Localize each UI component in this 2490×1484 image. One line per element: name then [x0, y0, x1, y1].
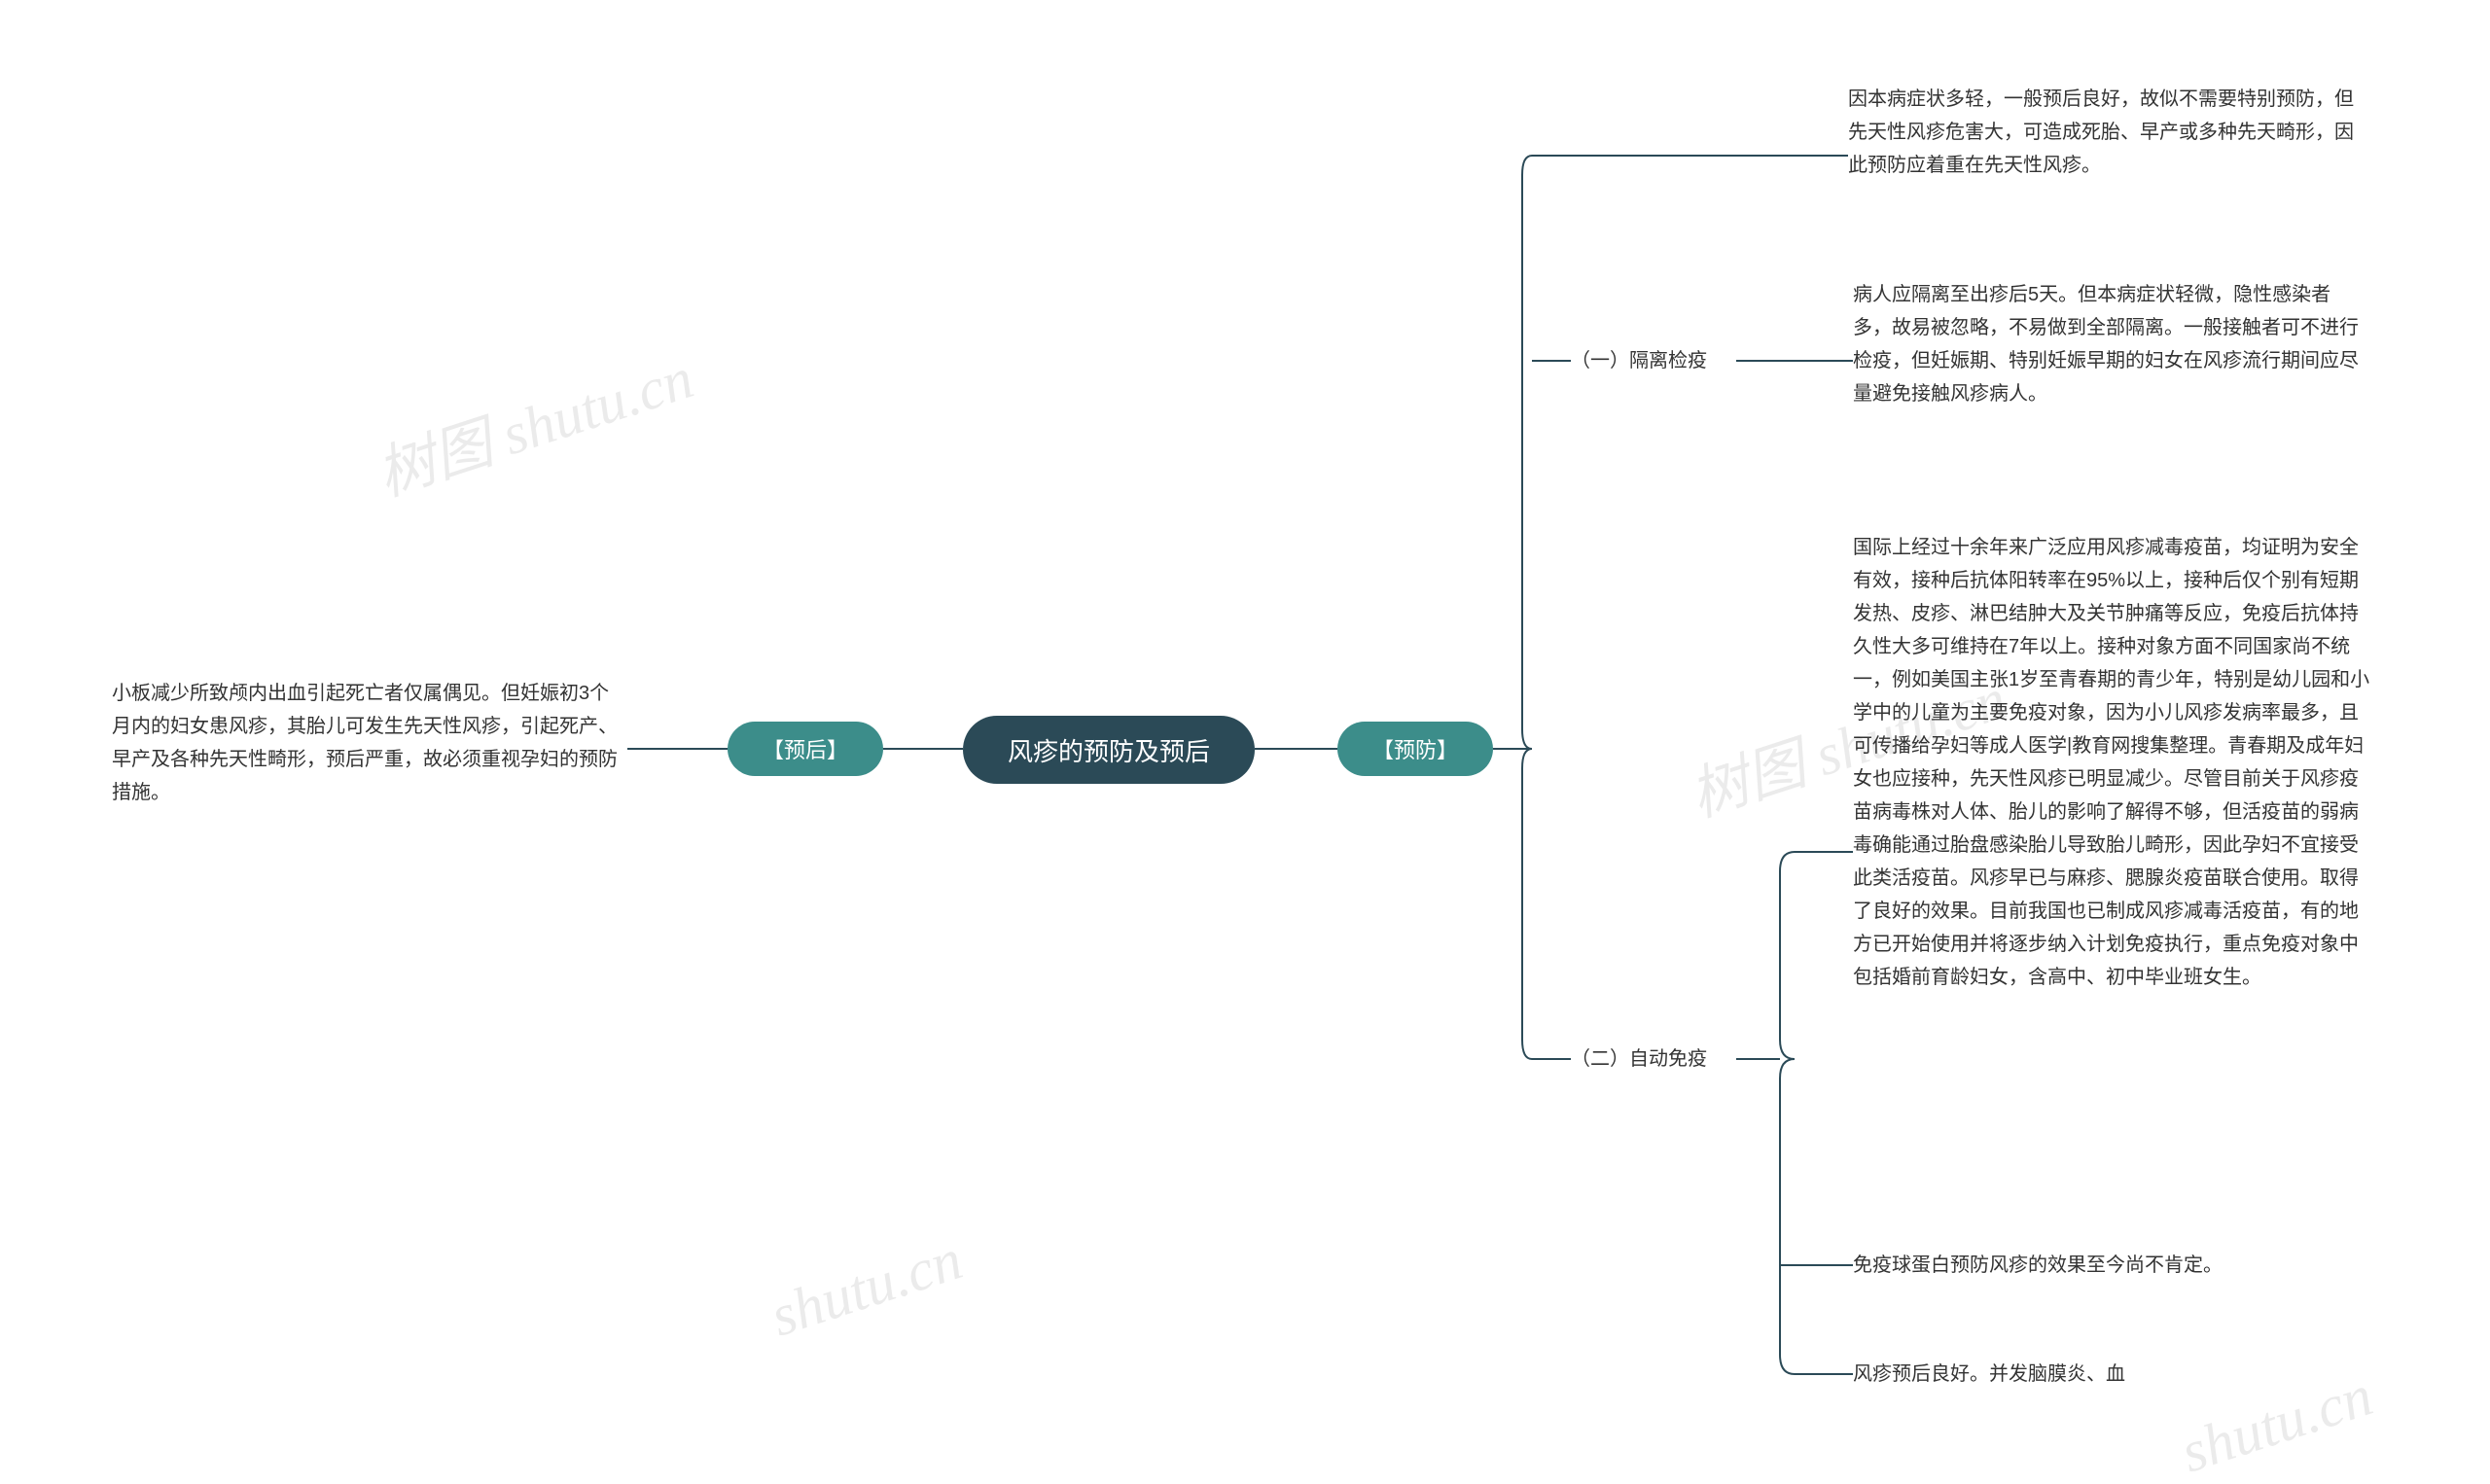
prognosis-leaf: 小板减少所致颅内出血引起死亡者仅属偶见。但妊娠初3个月内的妇女患风疹，其胎儿可发… — [112, 677, 627, 809]
immunization-leaf-3: 风疹预后良好。并发脑膜炎、血 — [1853, 1358, 2368, 1391]
leaf-text: 小板减少所致颅内出血引起死亡者仅属偶见。但妊娠初3个月内的妇女患风疹，其胎儿可发… — [112, 677, 627, 809]
category-label: 【预防】 — [1372, 733, 1458, 764]
isolation-leaf: 病人应隔离至出疹后5天。但本病症状轻微，隐性感染者多，故易被忽略，不易做到全部隔… — [1853, 278, 2368, 410]
category-prevention[interactable]: 【预防】 — [1337, 722, 1493, 776]
leaf-text: 因本病症状多轻，一般预后良好，故似不需要特别预防，但先天性风疹危害大，可造成死胎… — [1848, 83, 2364, 182]
watermark-text: shutu.cn — [764, 1226, 970, 1348]
watermark: 树图 shutu.cn — [365, 331, 702, 512]
leaf-text: 风疹预后良好。并发脑膜炎、血 — [1853, 1358, 2125, 1391]
sub-isolation[interactable]: （一）隔离检疫 — [1571, 344, 1736, 372]
category-label: 【预后】 — [763, 733, 848, 764]
prevention-intro-leaf: 因本病症状多轻，一般预后良好，故似不需要特别预防，但先天性风疹危害大，可造成死胎… — [1848, 83, 2364, 182]
root-node[interactable]: 风疹的预防及预后 — [963, 716, 1255, 784]
category-prognosis[interactable]: 【预后】 — [728, 722, 883, 776]
leaf-text: 病人应隔离至出疹后5天。但本病症状轻微，隐性感染者多，故易被忽略，不易做到全部隔… — [1853, 278, 2368, 410]
leaf-text: 国际上经过十余年来广泛应用风疹减毒疫苗，均证明为安全有效，接种后抗体阳转率在95… — [1853, 531, 2373, 994]
sub-label: （一）隔离检疫 — [1571, 344, 1707, 372]
immunization-leaf-1: 国际上经过十余年来广泛应用风疹减毒疫苗，均证明为安全有效，接种后抗体阳转率在95… — [1853, 531, 2373, 994]
watermark: shutu.cn — [763, 1226, 970, 1351]
sub-label: （二）自动免疫 — [1571, 1042, 1707, 1071]
watermark-text: 树图 shutu.cn — [370, 345, 701, 508]
root-label: 风疹的预防及预后 — [1008, 732, 1210, 768]
leaf-text: 免疫球蛋白预防风疹的效果至今尚不肯定。 — [1853, 1249, 2223, 1282]
immunization-leaf-2: 免疫球蛋白预防风疹的效果至今尚不肯定。 — [1853, 1249, 2368, 1282]
sub-immunization[interactable]: （二）自动免疫 — [1571, 1042, 1736, 1071]
